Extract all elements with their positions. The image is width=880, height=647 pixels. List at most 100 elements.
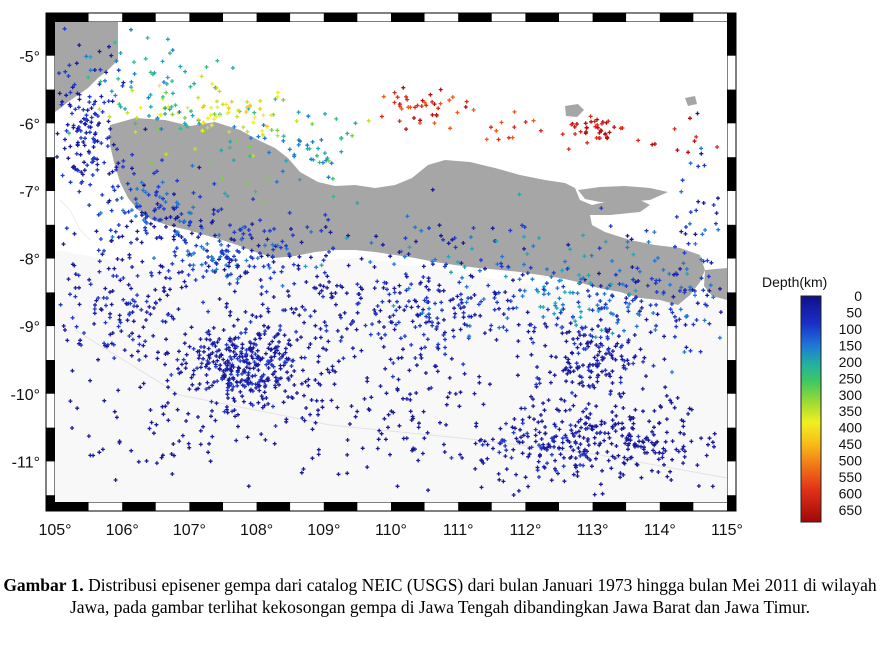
epicenter-marker: [689, 439, 694, 444]
epicenter-marker: [227, 129, 232, 134]
epicenter-marker: [661, 267, 666, 272]
epicenter-marker: [272, 354, 277, 359]
epicenter-marker: [179, 235, 184, 239]
epicenter-marker: [97, 107, 102, 112]
epicenter-marker: [159, 455, 164, 460]
epicenter-marker: [596, 309, 601, 313]
epicenter-marker: [535, 465, 540, 470]
epicenter-marker: [679, 285, 684, 290]
epicenter-marker: [275, 243, 280, 248]
epicenter-marker: [625, 239, 630, 244]
epicenter-marker: [156, 184, 161, 189]
epicenter-marker: [686, 241, 691, 246]
epicenter-marker: [573, 423, 578, 428]
epicenter-marker: [143, 127, 148, 132]
epicenter-marker: [595, 292, 600, 297]
epicenter-marker: [97, 450, 102, 455]
epicenter-marker: [523, 120, 528, 124]
epicenter-marker: [90, 173, 95, 177]
colorbar-label: 50: [846, 304, 862, 320]
epicenter-marker: [515, 354, 520, 359]
epicenter-marker: [500, 254, 505, 259]
epicenter-marker: [291, 262, 296, 267]
epicenter-marker: [58, 302, 63, 307]
epicenter-marker: [573, 441, 578, 446]
epicenter-marker: [70, 111, 74, 116]
epicenter-marker: [258, 218, 263, 223]
epicenter-marker: [660, 451, 665, 456]
epicenter-marker: [224, 301, 229, 306]
epicenter-marker: [566, 242, 571, 247]
epicenter-marker: [583, 347, 588, 352]
epicenter-marker: [198, 365, 203, 370]
epicenter-marker: [244, 327, 248, 332]
epicenter-marker: [455, 110, 460, 115]
epicenter-marker: [382, 416, 387, 421]
epicenter-marker: [114, 59, 119, 64]
epicenter-marker: [180, 433, 185, 438]
frame-segment: [46, 55, 55, 90]
epicenter-marker: [163, 111, 168, 116]
epicenter-marker: [302, 393, 306, 398]
epicenter-marker: [633, 296, 638, 301]
epicenter-marker: [154, 236, 159, 241]
epicenter-marker: [681, 261, 686, 266]
epicenter-marker: [629, 416, 634, 421]
frame-segment: [693, 502, 727, 511]
epicenter-marker: [97, 49, 102, 54]
epicenter-marker: [578, 333, 582, 338]
epicenter-marker: [457, 280, 462, 285]
epicenter-marker: [184, 361, 189, 366]
epicenter-marker: [262, 323, 266, 328]
epicenter-marker: [667, 271, 672, 276]
epicenter-marker: [588, 114, 593, 119]
epicenter-marker: [285, 370, 290, 375]
epicenter-marker: [690, 287, 695, 292]
epicenter-marker: [193, 147, 198, 151]
epicenter-marker: [177, 371, 182, 376]
epicenter-marker: [564, 435, 569, 440]
epicenter-marker: [263, 437, 268, 442]
epicenter-marker: [107, 44, 111, 49]
epicenter-marker: [121, 297, 126, 302]
epicenter-marker: [629, 237, 634, 242]
epicenter-marker: [583, 121, 588, 126]
epicenter-marker: [577, 434, 582, 439]
epicenter-marker: [227, 256, 232, 261]
epicenter-marker: [686, 411, 691, 416]
epicenter-marker: [424, 295, 429, 300]
epicenter-marker: [388, 452, 392, 457]
epicenter-marker: [195, 366, 200, 371]
epicenter-marker: [446, 254, 451, 259]
epicenter-marker: [70, 262, 75, 267]
epicenter-marker: [247, 144, 252, 149]
epicenter-marker: [239, 351, 244, 356]
epicenter-marker: [527, 415, 532, 420]
epicenter-marker: [77, 92, 82, 97]
epicenter-marker: [569, 454, 574, 459]
epicenter-marker: [586, 416, 591, 421]
epicenter-marker: [577, 374, 582, 379]
epicenter-marker: [183, 332, 188, 337]
epicenter-marker: [679, 189, 684, 194]
epicenter-marker: [298, 139, 303, 144]
epicenter-marker: [383, 437, 388, 442]
epicenter-marker: [425, 300, 430, 305]
epicenter-marker: [365, 379, 370, 384]
epicenter-marker: [414, 363, 419, 368]
epicenter-marker: [618, 394, 623, 399]
epicenter-marker: [109, 53, 114, 58]
epicenter-marker: [669, 400, 674, 405]
epicenter-marker: [703, 228, 708, 232]
epicenter-marker: [230, 65, 235, 70]
epicenter-marker: [558, 310, 563, 315]
epicenter-marker: [145, 214, 150, 219]
epicenter-marker: [153, 301, 158, 306]
epicenter-marker: [115, 197, 119, 202]
epicenter-marker: [203, 129, 208, 134]
epicenter-marker: [121, 158, 126, 163]
epicenter-marker: [539, 437, 544, 441]
epicenter-marker: [344, 326, 349, 331]
epicenter-marker: [620, 282, 625, 287]
epicenter-marker: [554, 407, 559, 412]
